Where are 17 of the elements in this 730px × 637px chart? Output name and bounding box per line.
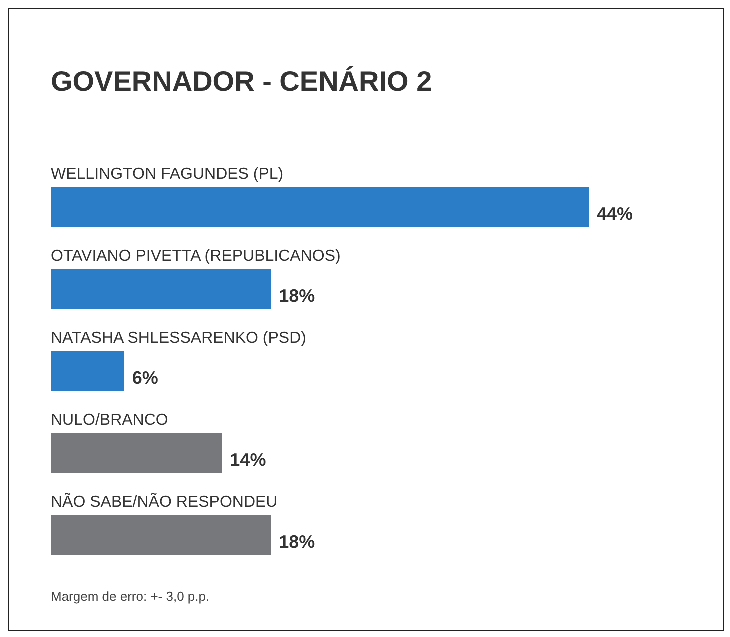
data-label: 14% [230, 450, 266, 470]
bar [51, 269, 272, 309]
y-tick-label: WELLINGTON FAGUNDES (PL) [51, 166, 284, 183]
data-label: 18% [279, 286, 316, 306]
y-tick-label: NATASHA SHLESSARENKO (PSD) [51, 330, 306, 347]
chart-title: GOVERNADOR - CENÁRIO 2 [51, 66, 432, 97]
bar [51, 433, 222, 473]
data-label: 44% [597, 204, 634, 224]
bar [51, 187, 589, 227]
bar [51, 351, 124, 391]
bar [51, 515, 272, 555]
y-tick-label: NULO/BRANCO [51, 412, 168, 429]
data-label: 6% [132, 368, 158, 388]
y-tick-label: NÃO SABE/NÃO RESPONDEU [51, 492, 278, 511]
text: Margem de erro: +- 3,0 p.p. [51, 589, 210, 604]
y-tick-label: OTAVIANO PIVETTA (REPUBLICANOS) [51, 248, 341, 265]
data-label: 18% [279, 532, 316, 552]
